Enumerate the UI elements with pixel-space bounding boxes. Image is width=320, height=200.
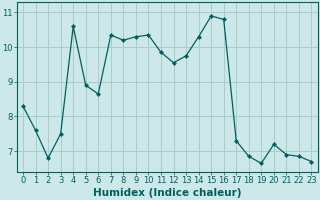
X-axis label: Humidex (Indice chaleur): Humidex (Indice chaleur) <box>93 188 242 198</box>
